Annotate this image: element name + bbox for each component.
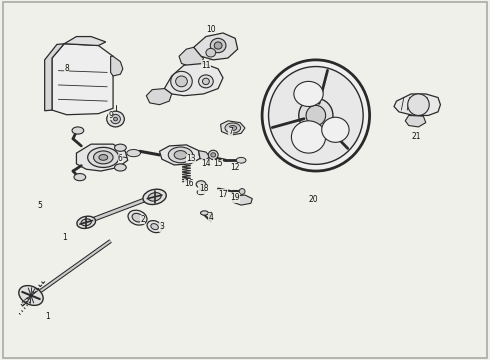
Ellipse shape bbox=[225, 123, 241, 133]
Ellipse shape bbox=[147, 221, 162, 233]
Ellipse shape bbox=[111, 114, 121, 124]
Text: 5: 5 bbox=[37, 201, 42, 210]
Ellipse shape bbox=[94, 151, 113, 164]
Ellipse shape bbox=[206, 48, 216, 57]
Text: 16: 16 bbox=[184, 179, 194, 188]
Text: 12: 12 bbox=[230, 163, 240, 172]
Ellipse shape bbox=[211, 153, 216, 157]
Ellipse shape bbox=[210, 39, 226, 53]
Text: 15: 15 bbox=[213, 159, 223, 168]
Text: 8: 8 bbox=[64, 64, 69, 73]
Ellipse shape bbox=[292, 121, 326, 153]
Ellipse shape bbox=[143, 189, 166, 204]
Text: 1: 1 bbox=[45, 312, 49, 321]
Text: 20: 20 bbox=[309, 195, 318, 204]
Polygon shape bbox=[147, 89, 172, 105]
Ellipse shape bbox=[127, 149, 141, 157]
Polygon shape bbox=[45, 44, 64, 111]
Ellipse shape bbox=[294, 81, 323, 107]
Ellipse shape bbox=[322, 117, 349, 142]
Text: 9: 9 bbox=[108, 111, 113, 120]
Ellipse shape bbox=[107, 111, 124, 127]
Ellipse shape bbox=[175, 76, 187, 87]
Ellipse shape bbox=[174, 150, 187, 159]
Ellipse shape bbox=[99, 154, 108, 160]
Ellipse shape bbox=[114, 117, 118, 121]
Text: 4: 4 bbox=[208, 213, 213, 222]
Text: 21: 21 bbox=[411, 132, 421, 141]
Text: 2: 2 bbox=[140, 215, 145, 224]
Ellipse shape bbox=[115, 164, 126, 171]
Polygon shape bbox=[76, 144, 128, 171]
Text: 3: 3 bbox=[160, 222, 164, 231]
Ellipse shape bbox=[200, 211, 208, 215]
Ellipse shape bbox=[229, 126, 237, 131]
Ellipse shape bbox=[198, 75, 213, 88]
Ellipse shape bbox=[408, 94, 429, 116]
Text: 10: 10 bbox=[206, 25, 216, 34]
Ellipse shape bbox=[196, 181, 206, 188]
Ellipse shape bbox=[306, 105, 326, 126]
Ellipse shape bbox=[88, 147, 119, 167]
Ellipse shape bbox=[128, 210, 147, 225]
Ellipse shape bbox=[262, 60, 369, 171]
Ellipse shape bbox=[115, 144, 126, 151]
Ellipse shape bbox=[197, 190, 205, 195]
Text: 6: 6 bbox=[118, 154, 123, 163]
Polygon shape bbox=[52, 44, 113, 115]
Polygon shape bbox=[233, 195, 252, 205]
Text: 13: 13 bbox=[186, 154, 196, 163]
Ellipse shape bbox=[77, 216, 96, 229]
Ellipse shape bbox=[19, 285, 43, 305]
Polygon shape bbox=[405, 116, 426, 127]
Ellipse shape bbox=[269, 67, 363, 165]
Polygon shape bbox=[220, 121, 245, 135]
Text: 1: 1 bbox=[62, 233, 67, 242]
Ellipse shape bbox=[72, 127, 84, 134]
Ellipse shape bbox=[168, 147, 193, 163]
Ellipse shape bbox=[151, 224, 158, 230]
Text: 17: 17 bbox=[218, 190, 228, 199]
Ellipse shape bbox=[214, 42, 222, 49]
Ellipse shape bbox=[299, 98, 333, 133]
Ellipse shape bbox=[239, 189, 245, 194]
Polygon shape bbox=[164, 63, 223, 96]
Polygon shape bbox=[179, 47, 203, 67]
Ellipse shape bbox=[132, 213, 143, 222]
Polygon shape bbox=[198, 150, 210, 161]
Polygon shape bbox=[194, 33, 238, 60]
Polygon shape bbox=[64, 37, 106, 45]
Text: 19: 19 bbox=[230, 193, 240, 202]
Ellipse shape bbox=[236, 157, 246, 163]
Text: 14: 14 bbox=[201, 159, 211, 168]
Text: 7: 7 bbox=[228, 127, 233, 136]
Text: 11: 11 bbox=[201, 61, 211, 70]
Ellipse shape bbox=[81, 219, 91, 226]
Ellipse shape bbox=[208, 150, 218, 159]
Polygon shape bbox=[394, 94, 441, 116]
Text: 18: 18 bbox=[199, 184, 208, 193]
Polygon shape bbox=[111, 56, 123, 76]
Ellipse shape bbox=[202, 78, 209, 85]
Ellipse shape bbox=[171, 71, 192, 91]
Ellipse shape bbox=[74, 174, 86, 181]
Ellipse shape bbox=[148, 193, 161, 201]
Polygon shape bbox=[159, 145, 200, 165]
